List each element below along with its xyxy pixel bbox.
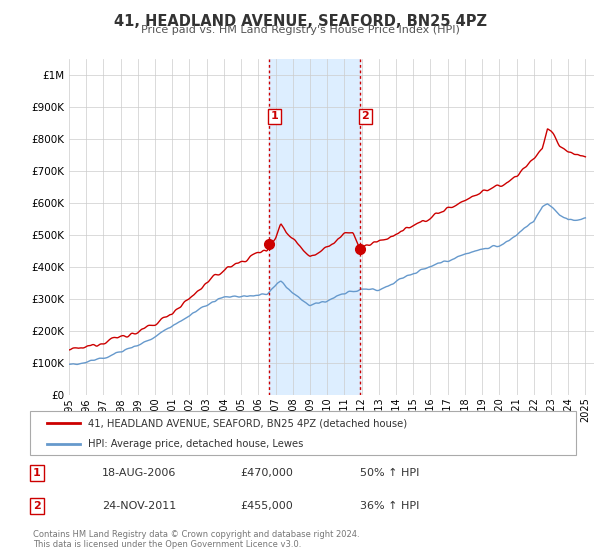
Text: 18-AUG-2006: 18-AUG-2006: [102, 468, 176, 478]
Text: 41, HEADLAND AVENUE, SEAFORD, BN25 4PZ (detached house): 41, HEADLAND AVENUE, SEAFORD, BN25 4PZ (…: [88, 418, 407, 428]
Text: 1: 1: [271, 111, 278, 122]
Text: £455,000: £455,000: [240, 501, 293, 511]
Text: 36% ↑ HPI: 36% ↑ HPI: [360, 501, 419, 511]
Text: 2: 2: [33, 501, 41, 511]
Text: Contains HM Land Registry data © Crown copyright and database right 2024.: Contains HM Land Registry data © Crown c…: [33, 530, 359, 539]
Text: £470,000: £470,000: [240, 468, 293, 478]
Text: 1: 1: [33, 468, 41, 478]
Text: 2: 2: [362, 111, 370, 122]
Bar: [269, 59, 360, 395]
Text: Price paid vs. HM Land Registry's House Price Index (HPI): Price paid vs. HM Land Registry's House …: [140, 25, 460, 35]
Text: 50% ↑ HPI: 50% ↑ HPI: [360, 468, 419, 478]
Text: This data is licensed under the Open Government Licence v3.0.: This data is licensed under the Open Gov…: [33, 540, 301, 549]
FancyBboxPatch shape: [30, 412, 577, 455]
Text: HPI: Average price, detached house, Lewes: HPI: Average price, detached house, Lewe…: [88, 438, 304, 449]
Text: 41, HEADLAND AVENUE, SEAFORD, BN25 4PZ: 41, HEADLAND AVENUE, SEAFORD, BN25 4PZ: [113, 14, 487, 29]
Text: 24-NOV-2011: 24-NOV-2011: [102, 501, 176, 511]
